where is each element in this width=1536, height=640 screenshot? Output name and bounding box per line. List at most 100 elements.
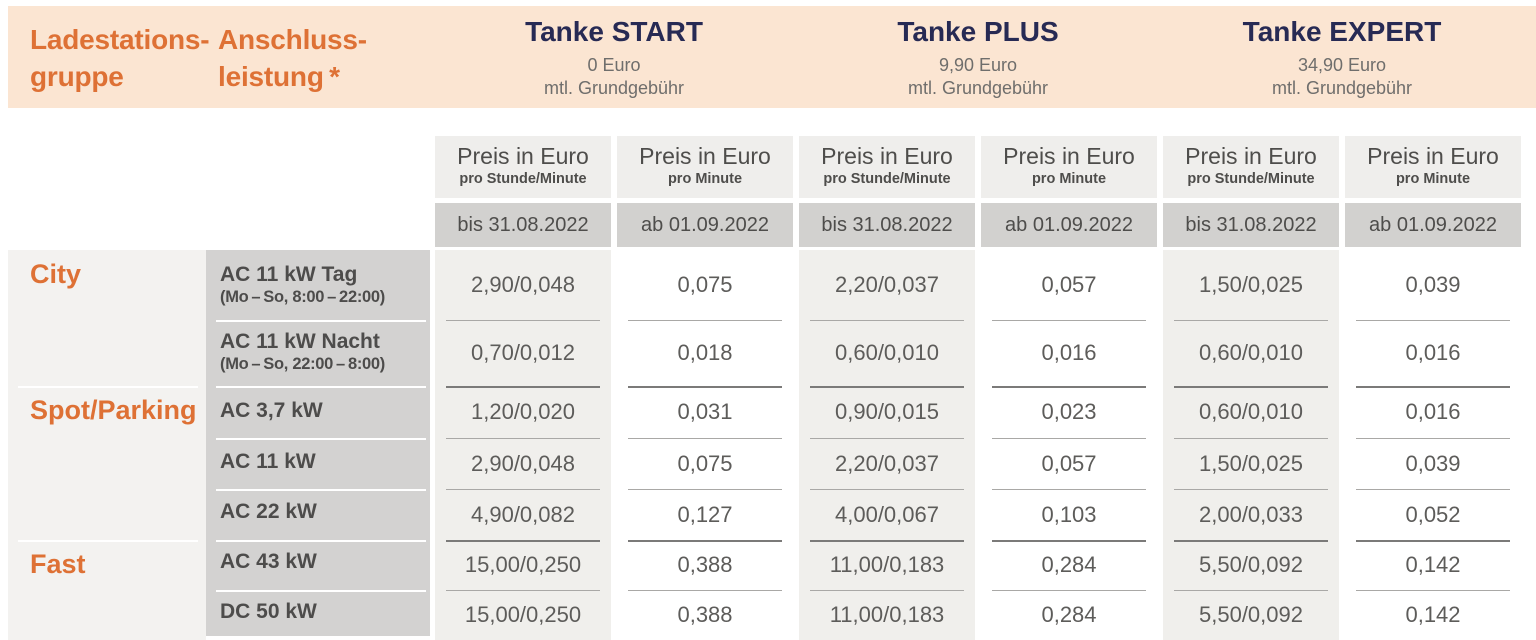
group-separator <box>1174 540 1328 542</box>
price-unit-title: Preis in Euro <box>1003 143 1135 169</box>
price-unit-header: Preis in Euro pro Minute <box>1345 136 1521 198</box>
price-cell: 0,90/0,015 <box>799 386 975 438</box>
row-separator <box>628 489 782 490</box>
price-value: 0,016 <box>1041 340 1097 365</box>
group-separator <box>810 386 964 388</box>
price-value: 0,388 <box>677 552 733 577</box>
heading-line: Anschluss- <box>218 24 367 55</box>
price-value: 2,90/0,048 <box>471 272 575 297</box>
price-cell: 2,90/0,048 <box>435 250 611 320</box>
price-cell: 2,90/0,048 <box>435 438 611 489</box>
price-value: 0,127 <box>677 501 733 527</box>
price-value: 2,90/0,048 <box>471 450 575 476</box>
row-separator <box>1356 489 1510 490</box>
price-cell: 2,00/0,033 <box>1163 489 1339 540</box>
tariff-fee-note: mtl. Grundgebühr <box>1271 78 1413 98</box>
row-separator <box>18 540 198 542</box>
price-unit-title: Preis in Euro <box>639 143 771 169</box>
price-cell: 4,00/0,067 <box>799 489 975 540</box>
price-value: 0,075 <box>677 272 733 297</box>
price-unit-header: Preis in Euro pro Minute <box>617 136 793 198</box>
price-cell: 0,284 <box>981 540 1157 590</box>
row-separator <box>216 320 426 322</box>
price-value: 2,20/0,037 <box>835 272 939 297</box>
price-value: 2,20/0,037 <box>835 450 939 476</box>
power-label: DC 50 kW <box>220 599 317 623</box>
price-unit-subtitle: pro Stunde/Minute <box>459 171 587 187</box>
price-value: 1,20/0,020 <box>471 399 575 424</box>
price-cell: 0,016 <box>981 320 1157 386</box>
price-column-plus-hourly: 2,20/0,037 0,60/0,010 0,90/0,015 2,20/0,… <box>799 250 975 640</box>
group-label-city: City <box>30 259 82 289</box>
price-cell: 0,075 <box>617 250 793 320</box>
price-value: 0,142 <box>1405 552 1461 577</box>
row-separator <box>1174 590 1328 591</box>
price-value: 5,50/0,092 <box>1199 552 1303 577</box>
row-separator <box>216 540 426 542</box>
price-cell: 0,075 <box>617 438 793 489</box>
price-value: 0,075 <box>677 450 733 476</box>
header-band <box>8 6 1536 108</box>
price-value: 4,00/0,067 <box>835 501 939 527</box>
group-separator <box>628 386 782 388</box>
price-cell: 0,016 <box>1345 386 1521 438</box>
tariff-fee-note: mtl. Grundgebühr <box>543 78 685 98</box>
price-column-expert-minute: 0,039 0,016 0,016 0,039 0,052 0,142 0,14… <box>1345 250 1521 640</box>
row-separator <box>810 590 964 591</box>
price-cell: 15,00/0,250 <box>435 590 611 640</box>
price-cell: 0,60/0,010 <box>799 320 975 386</box>
power-sublabel: (Mo – So, 22:00 – 8:00) <box>220 355 385 374</box>
price-cell: 0,388 <box>617 590 793 640</box>
price-value: 0,70/0,012 <box>471 340 575 365</box>
price-cell: 0,388 <box>617 540 793 590</box>
row-separator <box>216 489 426 491</box>
price-cell: 0,142 <box>1345 540 1521 590</box>
row-separator <box>628 320 782 321</box>
price-cell: 11,00/0,183 <box>799 590 975 640</box>
row-separator <box>18 386 198 388</box>
power-cell: AC 3,7 kW <box>206 385 430 436</box>
power-label: AC 11 kW <box>220 449 316 473</box>
power-label: AC 43 kW <box>220 550 317 574</box>
price-value: 1,50/0,025 <box>1199 272 1303 297</box>
validity-period: bis 31.08.2022 <box>799 203 975 247</box>
price-cell: 0,057 <box>981 250 1157 320</box>
row-separator <box>446 489 600 490</box>
tariff-monthly-fee: 34,90 Euro <box>1297 55 1387 75</box>
tariff-name: Tanke PLUS <box>897 16 1059 47</box>
tariff-name: Tanke START <box>525 16 703 47</box>
group-separator <box>992 386 1146 388</box>
price-value: 4,90/0,082 <box>471 501 575 527</box>
tariff-fee-note: mtl. Grundgebühr <box>907 78 1049 98</box>
group-separator <box>446 540 600 542</box>
price-value: 0,60/0,010 <box>1199 340 1303 365</box>
price-cell: 2,20/0,037 <box>799 250 975 320</box>
group-separator <box>1356 540 1510 542</box>
price-cell: 0,284 <box>981 590 1157 640</box>
price-cell: 0,60/0,010 <box>1163 386 1339 438</box>
price-value: 0,039 <box>1405 450 1461 476</box>
validity-period: bis 31.08.2022 <box>435 203 611 247</box>
price-value: 0,057 <box>1041 450 1097 476</box>
price-value: 0,103 <box>1041 501 1097 527</box>
price-value: 0,284 <box>1041 552 1097 577</box>
power-sublabel: (Mo – So, 8:00 – 22:00) <box>220 288 385 307</box>
price-value: 0,142 <box>1405 602 1461 627</box>
row-separator <box>992 590 1146 591</box>
price-value: 0,023 <box>1041 399 1097 424</box>
price-unit-subtitle: pro Minute <box>1395 171 1471 187</box>
price-column-plus-minute: 0,057 0,016 0,023 0,057 0,103 0,284 0,28… <box>981 250 1157 640</box>
row-separator <box>1356 590 1510 591</box>
price-value: 11,00/0,183 <box>829 552 945 577</box>
price-unit-header: Preis in Euro pro Minute <box>981 136 1157 198</box>
column-heading-ladestationsgruppe: Ladestations- gruppe <box>30 21 210 95</box>
price-cell: 2,20/0,037 <box>799 438 975 489</box>
price-cell: 0,018 <box>617 320 793 386</box>
tariff-monthly-fee: 0 Euro <box>587 55 641 75</box>
price-value: 15,00/0,250 <box>464 602 582 627</box>
tariff-header-expert: Tanke EXPERT 34,90 Euro mtl. Grundgebühr <box>1163 16 1521 100</box>
price-cell: 0,039 <box>1345 438 1521 489</box>
price-unit-title: Preis in Euro <box>1367 143 1499 169</box>
price-value: 1,50/0,025 <box>1199 450 1303 476</box>
price-cell: 5,50/0,092 <box>1163 590 1339 640</box>
